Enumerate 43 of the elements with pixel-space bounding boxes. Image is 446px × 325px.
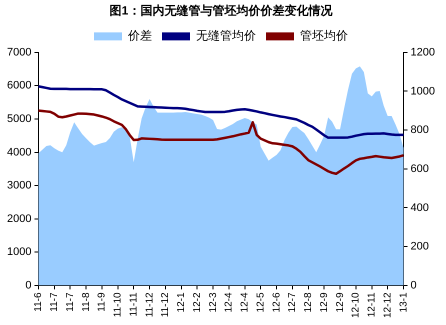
x-tick-label: 13-1 bbox=[398, 292, 410, 312]
x-tick-label: 12-3 bbox=[208, 292, 219, 312]
y-tick-label: 0 bbox=[25, 279, 32, 292]
x-tick-label: 11-11 bbox=[128, 292, 140, 317]
y-tick-label: 3000 bbox=[6, 180, 32, 192]
y-tick-label: 6000 bbox=[6, 80, 32, 92]
y2-tick-label: 200 bbox=[410, 240, 429, 253]
x-tick-label: 12-7 bbox=[287, 292, 298, 312]
legend-label: 无缝管均价 bbox=[196, 28, 256, 43]
x-tick-label: 11-8 bbox=[80, 292, 92, 312]
legend-label: 管坯均价 bbox=[300, 28, 348, 43]
x-tick-label: 11-6 bbox=[33, 292, 44, 312]
x-tick-label: 12-2 bbox=[192, 292, 203, 312]
x-tick-label: 12-6 bbox=[271, 292, 282, 312]
y2-tick-label: 1200 bbox=[410, 46, 436, 58]
x-tick-label: 12-1 bbox=[176, 292, 188, 312]
y2-tick-label: 600 bbox=[410, 162, 429, 175]
x-tick-label: 11-10 bbox=[112, 292, 124, 318]
y-tick-label: 7000 bbox=[6, 46, 32, 58]
y-tick-label: 4000 bbox=[6, 146, 32, 158]
x-tick-label: 12-11 bbox=[366, 292, 378, 318]
y-tick-label: 1000 bbox=[6, 246, 32, 258]
y-tick-label: 2000 bbox=[6, 212, 32, 225]
y2-tick-label: 0 bbox=[410, 279, 417, 292]
y2-tick-label: 400 bbox=[410, 202, 429, 214]
x-tick-label: 12-8 bbox=[303, 292, 314, 312]
x-tick-label: 12-4 bbox=[240, 292, 251, 312]
x-tick-label: 11-12 bbox=[160, 292, 172, 318]
x-tick-label: 12-10 bbox=[350, 292, 362, 318]
x-tick-label: 12-9 bbox=[334, 292, 346, 312]
x-tick-label: 11-9 bbox=[96, 292, 108, 312]
y2-tick-label: 800 bbox=[410, 124, 429, 136]
x-tick-label: 12-9 bbox=[318, 292, 330, 312]
x-tick-label: 12-5 bbox=[255, 292, 266, 312]
x-tick-label: 11-7 bbox=[64, 292, 76, 312]
y2-tick-label: 1000 bbox=[410, 85, 436, 98]
x-tick-label: 11-7 bbox=[49, 292, 60, 312]
x-tick-label: 12-4 bbox=[224, 292, 235, 312]
x-tick-label: 12-12 bbox=[382, 292, 394, 318]
x-tick-label: 11-12 bbox=[144, 292, 156, 318]
chart-title: 图1：国内无缝管与管坯均价价差变化情况 bbox=[110, 4, 334, 18]
y-tick-label: 5000 bbox=[6, 113, 32, 126]
legend-label: 价差 bbox=[127, 28, 152, 43]
